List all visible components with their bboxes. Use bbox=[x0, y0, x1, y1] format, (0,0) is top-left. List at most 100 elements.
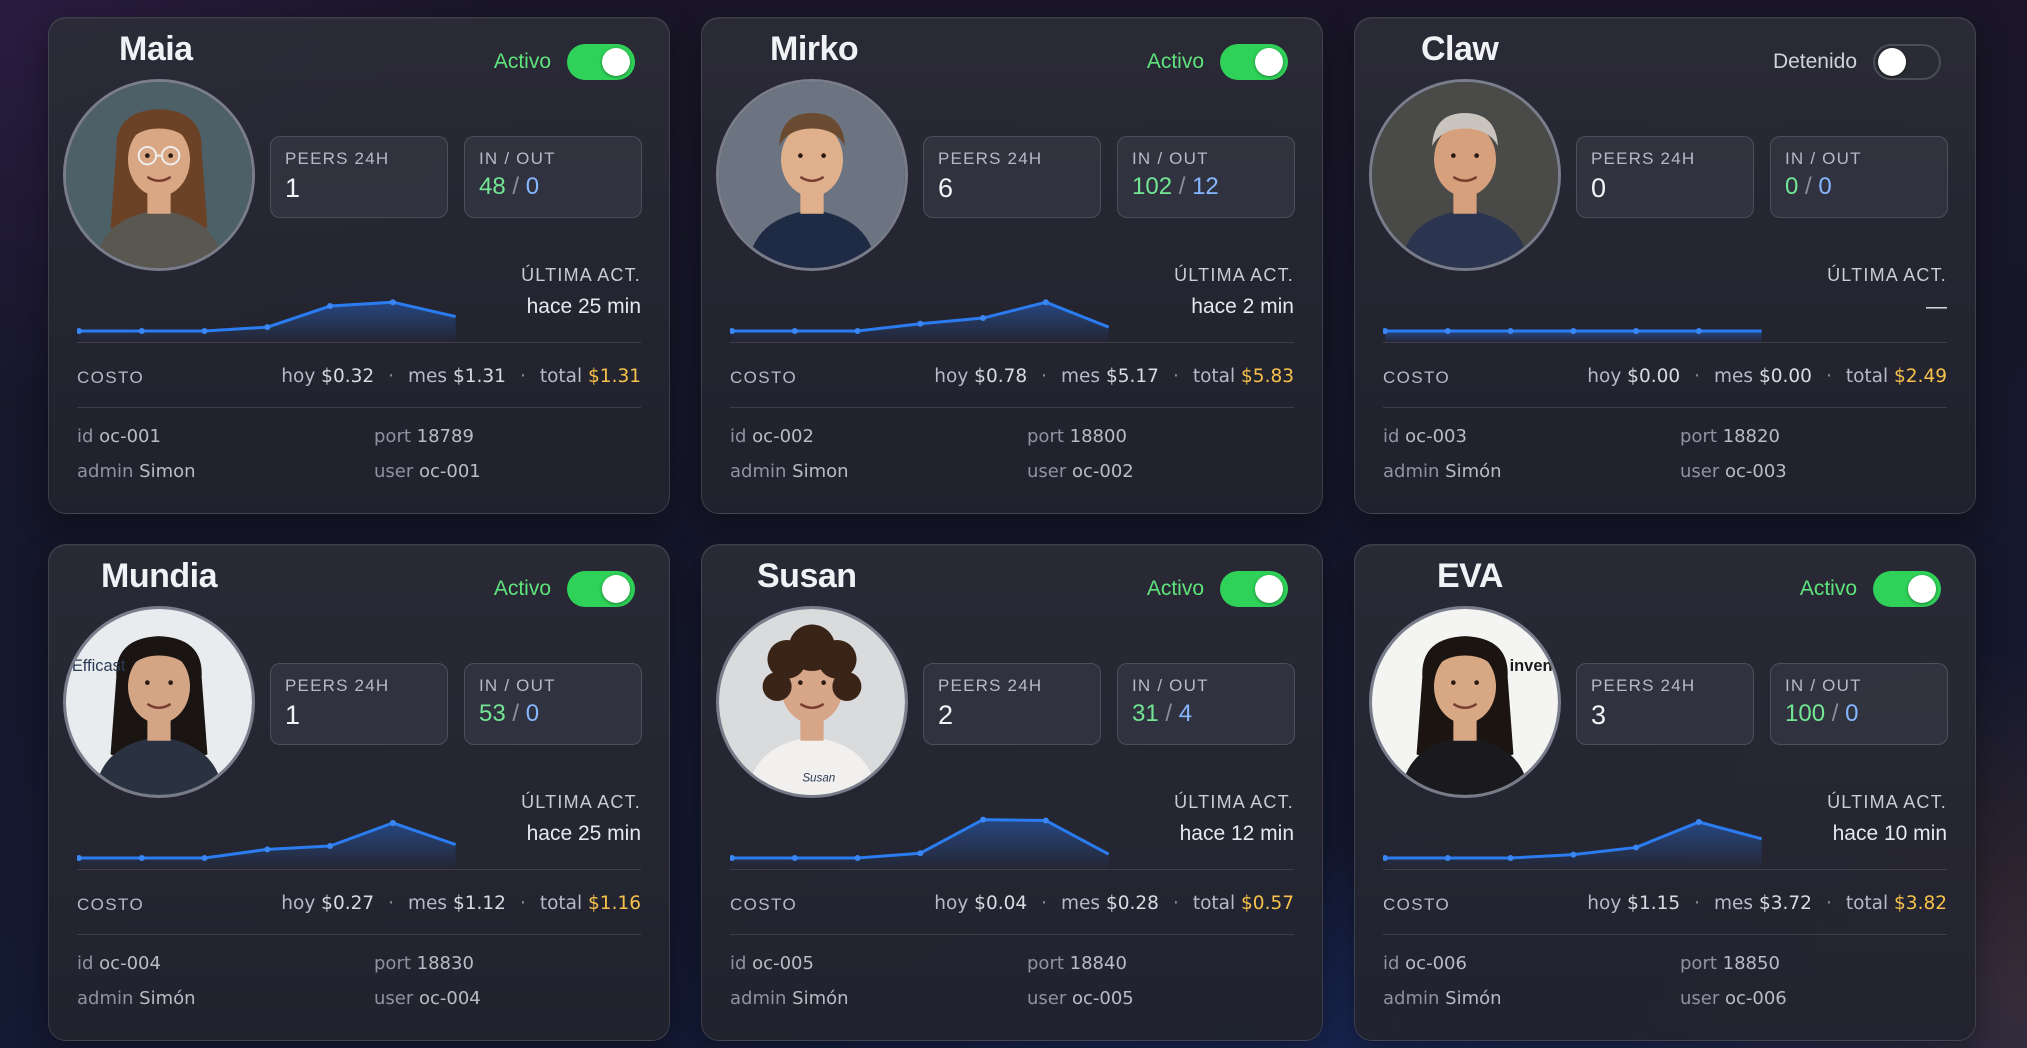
cost-label: COSTO bbox=[77, 368, 145, 387]
peers-24h-value: 1 bbox=[285, 700, 301, 730]
status-control: Activo bbox=[494, 44, 635, 80]
cost-line: hoy $0.00 · mes $0.00 · total $2.49 bbox=[1587, 366, 1947, 387]
cost-today-label: hoy bbox=[1587, 366, 1622, 387]
agent-admin: admin Simón bbox=[1383, 988, 1502, 1009]
avatar-photo: Susan bbox=[719, 609, 905, 795]
toggle-knob bbox=[1255, 575, 1283, 603]
avatar bbox=[716, 79, 908, 271]
sparkline-point bbox=[1570, 328, 1577, 334]
peers-24h-value: 1 bbox=[285, 173, 301, 203]
cost-total-label: total bbox=[539, 366, 583, 387]
avatar: inventu bbox=[1369, 606, 1561, 798]
status-toggle[interactable] bbox=[1220, 571, 1288, 607]
last-activity: ÚLTIMA ACT. hace 25 min bbox=[521, 792, 641, 846]
avatar: Efficast bbox=[63, 606, 255, 798]
sparkline-point bbox=[1633, 328, 1640, 334]
toggle-knob bbox=[602, 48, 630, 76]
cost-total: $3.82 bbox=[1894, 893, 1947, 914]
agent-admin: admin Simon bbox=[730, 461, 849, 482]
in-out-value: 53 / 0 bbox=[479, 700, 627, 728]
sparkline-point bbox=[77, 328, 82, 334]
avatar bbox=[1369, 79, 1561, 271]
sparkline-point bbox=[1695, 819, 1702, 825]
status-toggle[interactable] bbox=[1873, 571, 1941, 607]
divider bbox=[730, 934, 1294, 935]
avatar-photo: Efficast bbox=[66, 609, 252, 795]
sparkline-point bbox=[327, 843, 334, 849]
peers-24h-value: 6 bbox=[938, 173, 954, 203]
divider bbox=[730, 869, 1294, 870]
agent-user: user oc-005 bbox=[1027, 988, 1134, 1009]
agent-card-claw[interactable]: Claw Detenido PEERS 24H 0 IN / OUT 0 / 0… bbox=[1354, 17, 1976, 514]
cost-label: COSTO bbox=[1383, 368, 1451, 387]
cost-total-label: total bbox=[1192, 893, 1236, 914]
status-toggle[interactable] bbox=[1873, 44, 1941, 80]
cost-line: hoy $0.04 · mes $0.28 · total $0.57 bbox=[934, 893, 1294, 914]
peers-24h-value: 0 bbox=[1591, 173, 1607, 203]
status-toggle[interactable] bbox=[1220, 44, 1288, 80]
sparkline-area bbox=[1385, 822, 1762, 870]
agent-id: id oc-005 bbox=[730, 953, 814, 974]
agent-card-maia[interactable]: Maia Activo PEERS 24H 1 IN / OUT 48 / 0 … bbox=[48, 17, 670, 514]
cost-label: COSTO bbox=[77, 895, 145, 914]
in-out-label: IN / OUT bbox=[479, 149, 556, 168]
agent-port: port 18850 bbox=[1680, 953, 1780, 974]
cost-total: $2.49 bbox=[1894, 366, 1947, 387]
cost-month-label: mes bbox=[1714, 893, 1754, 914]
agent-card-mirko[interactable]: Mirko Activo PEERS 24H 6 IN / OUT 102 / … bbox=[701, 17, 1323, 514]
last-activity: ÚLTIMA ACT. hace 10 min bbox=[1827, 792, 1947, 846]
out-count: 4 bbox=[1178, 700, 1193, 727]
sparkline-point bbox=[1444, 855, 1451, 861]
last-activity-label: ÚLTIMA ACT. bbox=[1174, 265, 1294, 285]
agent-port: port 18789 bbox=[374, 426, 474, 447]
separator-dot: · bbox=[519, 366, 526, 387]
cost-today: $1.15 bbox=[1627, 893, 1681, 914]
divider bbox=[1383, 934, 1947, 935]
peers-24h-value: 2 bbox=[938, 700, 954, 730]
cost-month-label: mes bbox=[1061, 366, 1101, 387]
agent-id: id oc-006 bbox=[1383, 953, 1467, 974]
status-label: Activo bbox=[1146, 577, 1204, 600]
in-out-separator: / bbox=[1805, 173, 1812, 200]
toggle-knob bbox=[602, 575, 630, 603]
cost-month: $1.12 bbox=[452, 893, 506, 914]
in-out-box: IN / OUT 48 / 0 bbox=[464, 136, 642, 218]
out-count: 0 bbox=[525, 173, 540, 200]
in-count: 53 bbox=[479, 700, 506, 727]
last-activity-value: — bbox=[1926, 295, 1947, 318]
sparkline-point bbox=[327, 303, 334, 310]
agent-port: port 18830 bbox=[374, 953, 474, 974]
status-toggle[interactable] bbox=[567, 44, 635, 80]
cost-month-label: mes bbox=[408, 893, 448, 914]
cost-today: $0.00 bbox=[1627, 366, 1681, 387]
activity-sparkline bbox=[77, 819, 457, 870]
avatar: Susan bbox=[716, 606, 908, 798]
in-out-value: 48 / 0 bbox=[479, 173, 627, 201]
sparkline-point bbox=[77, 855, 82, 861]
peers-24h-box: PEERS 24H 0 bbox=[1576, 136, 1754, 218]
agent-card-eva[interactable]: EVA Activo inventu PEERS 24H 3 IN / OUT … bbox=[1354, 544, 1976, 1041]
agent-card-mundia[interactable]: Mundia Activo Efficast PEERS 24H 1 IN / … bbox=[48, 544, 670, 1041]
agent-card-susan[interactable]: Susan Activo Susan PEERS 24H 2 IN / OUT … bbox=[701, 544, 1323, 1041]
sparkline-point bbox=[1570, 851, 1577, 858]
out-count: 0 bbox=[1818, 173, 1832, 200]
in-out-separator: / bbox=[1165, 700, 1173, 727]
agent-name: Mirko bbox=[770, 30, 859, 68]
last-activity-label: ÚLTIMA ACT. bbox=[521, 265, 641, 285]
cost-total-label: total bbox=[1192, 366, 1236, 387]
status-toggle[interactable] bbox=[567, 571, 635, 607]
cost-month: $0.28 bbox=[1105, 893, 1159, 914]
avatar-photo bbox=[719, 82, 905, 268]
last-activity-value: hace 12 min bbox=[1179, 822, 1294, 845]
out-count: 0 bbox=[525, 700, 540, 727]
last-activity: ÚLTIMA ACT. hace 12 min bbox=[1174, 792, 1294, 846]
last-activity-label: ÚLTIMA ACT. bbox=[1174, 792, 1294, 812]
separator-dot: · bbox=[388, 366, 395, 387]
svg-text:inventu: inventu bbox=[1510, 657, 1558, 675]
divider bbox=[730, 342, 1294, 343]
last-activity-value: hace 10 min bbox=[1832, 822, 1947, 845]
agent-user: user oc-006 bbox=[1680, 988, 1787, 1009]
activity-sparkline bbox=[1383, 328, 1762, 343]
sparkline-point bbox=[980, 315, 987, 322]
sparkline-point bbox=[1695, 328, 1702, 334]
